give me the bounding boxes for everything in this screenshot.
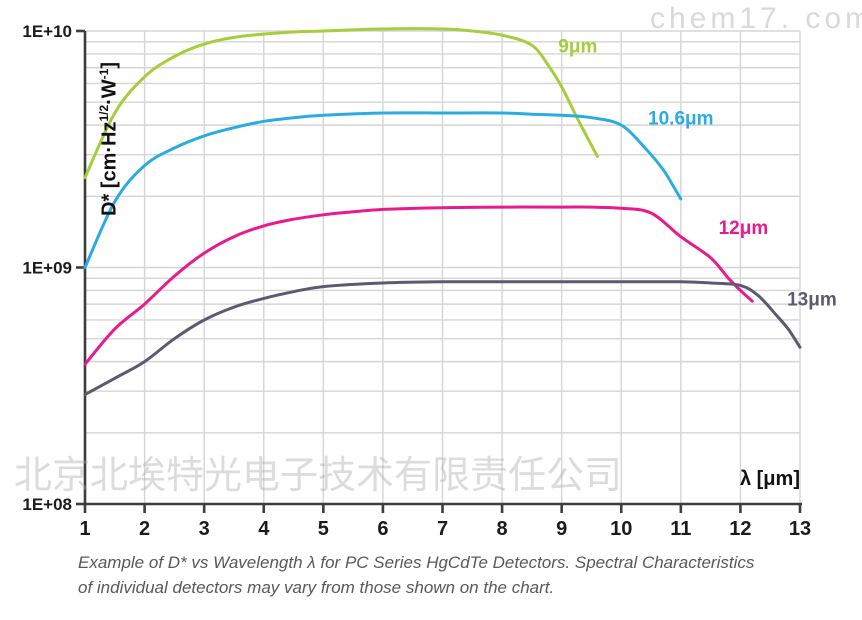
series-curve-13um xyxy=(83,280,802,397)
series-label-13um: 13μm xyxy=(787,289,837,310)
x-tick-label: 2 xyxy=(139,518,150,540)
y-axis-title: D* [cm·Hz1/2·W-1] xyxy=(97,62,122,216)
y-axis-title-sup-neg1: -1 xyxy=(97,68,111,80)
y-axis-title-text: D* [cm·Hz xyxy=(98,121,121,216)
x-tick-label: 7 xyxy=(437,518,448,540)
y-tick-label: 1E+08 xyxy=(22,495,72,514)
watermark-company-chinese: 北京北埃特光电子技术有限责任公司 xyxy=(14,455,623,497)
y-tick-label: 1E+09 xyxy=(22,259,72,278)
x-tick-label: 4 xyxy=(258,518,270,540)
x-tick-label: 5 xyxy=(318,518,329,540)
x-tick-label: 3 xyxy=(199,518,210,540)
y-axis-title-close: ] xyxy=(98,61,121,69)
x-tick-label: 10 xyxy=(610,518,632,540)
x-tick-label: 13 xyxy=(789,518,811,540)
series-label-10-6um: 10.6μm xyxy=(648,109,714,130)
caption-line-2: of individual detectors may vary from th… xyxy=(78,578,555,597)
watermark-chem17: chem17. com xyxy=(650,2,862,35)
series-label-9um: 9μm xyxy=(558,36,597,57)
x-tick-label: 6 xyxy=(377,518,388,540)
y-axis-title-sup-half: 1/2 xyxy=(97,104,111,122)
x-axis-title: λ [μm] xyxy=(739,468,800,490)
x-tick-label: 8 xyxy=(497,518,508,540)
series-curve-10-6um xyxy=(83,111,683,269)
x-tick-label: 9 xyxy=(556,518,567,540)
figure-caption: Example of D* vs Wavelength λ for PC Ser… xyxy=(78,550,858,600)
caption-line-1: Example of D* vs Wavelength λ for PC Ser… xyxy=(78,553,755,572)
series-label-12um: 12μm xyxy=(719,218,769,239)
x-tick-label: 1 xyxy=(79,518,90,540)
series-curve-12um xyxy=(83,205,754,366)
series-curve-9um xyxy=(83,27,599,180)
y-tick-label: 1E+10 xyxy=(22,22,72,41)
x-tick-label: 11 xyxy=(670,518,691,540)
x-tick-label: 12 xyxy=(729,518,751,540)
y-axis-title-mid: ·W xyxy=(98,79,121,105)
